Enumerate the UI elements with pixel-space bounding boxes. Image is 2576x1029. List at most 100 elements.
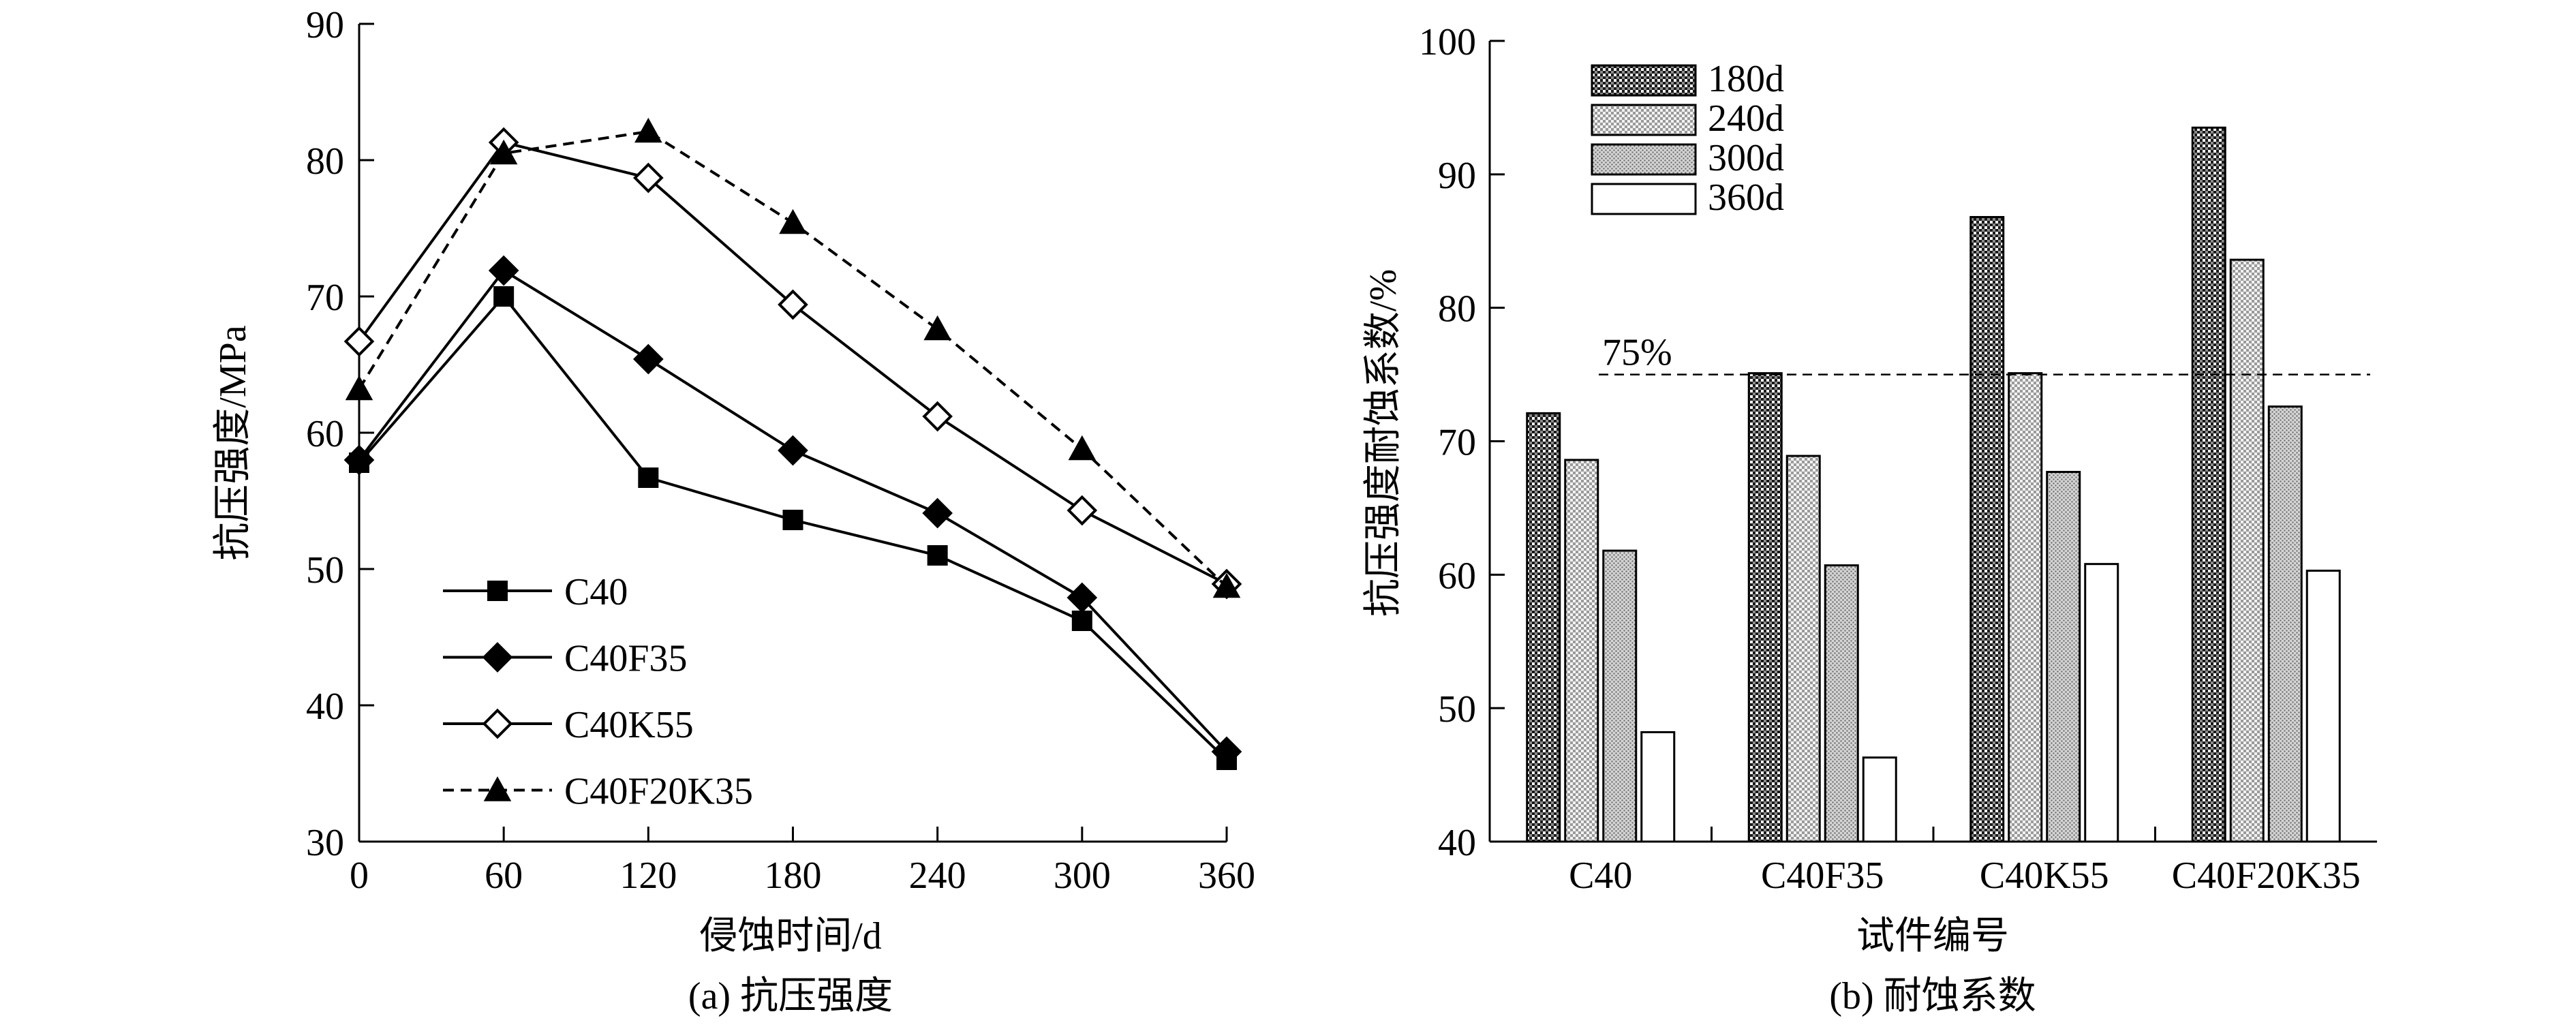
chart-b-y-ticks: 40 50 60 70 80 90 100 (1419, 21, 1505, 864)
bar-c40-300d (1602, 549, 1638, 843)
chart-a-y-tick-label-80: 80 (306, 140, 344, 183)
legend-swatch-180d (1591, 64, 1697, 97)
data-point-c40f35-0 (343, 444, 375, 476)
chart-a-x-tick-label-300: 300 (1054, 855, 1111, 897)
chart-a-x-axis-label: 侵蚀时间/d (699, 915, 882, 957)
bar-c40f20k35-180d (2191, 126, 2226, 843)
chart-b-y-tick-label-100: 100 (1419, 21, 1476, 63)
chart-a-y-tick-label-90: 90 (306, 4, 344, 46)
chart-a-y-tick-label-60: 60 (306, 413, 344, 455)
chart-a-legend: C40 C40F35 C40K55 C40F20K35 (443, 571, 753, 813)
bar-c40k55-360d (2084, 563, 2119, 843)
chart-a-y-tick-label-70: 70 (306, 277, 344, 319)
chart-b-y-tick-label-50: 50 (1438, 688, 1476, 731)
chart-b-x-tick-label-c40k55: C40K55 (1980, 855, 2109, 897)
bar-c40f20k35-300d (2267, 405, 2303, 843)
chart-b-y-tick-label-60: 60 (1438, 555, 1476, 597)
data-point-c40f20k35-240 (923, 315, 951, 341)
legend-label-c40f35: C40F35 (564, 638, 688, 680)
chart-b-y-tick-label-80: 80 (1438, 288, 1476, 331)
data-point-c40-180 (782, 510, 803, 530)
chart-b-y-tick-label-40: 40 (1438, 822, 1476, 864)
chart-b-x-tick-label-c40f35: C40F35 (1761, 855, 1884, 897)
chart-a-x-tick-label-240: 240 (909, 855, 966, 897)
chart-a-caption: (a) 抗压强度 (688, 975, 893, 1017)
bar-c40-240d (1564, 459, 1599, 843)
data-point-c40f35-360 (1211, 736, 1242, 767)
chart-b-x-ticks: C40 C40F35 C40K55 C40F20K35 (1569, 827, 2361, 897)
chart-b-x-tick-label-c40f20k35: C40F20K35 (2172, 855, 2361, 897)
series-c40 (349, 286, 1237, 770)
bar-c40f35-360d (1862, 756, 1897, 843)
chart-a-x-tick-label-120: 120 (619, 855, 677, 897)
chart-a-x-tick-label-180: 180 (765, 855, 822, 897)
bar-c40f20k35-240d (2229, 258, 2265, 843)
series-c40f35 (343, 255, 1242, 767)
chart-b-x-axis-label: 试件编号 (1856, 915, 2009, 957)
bar-c40f35-300d (1824, 564, 1859, 843)
data-point-c40f35-240 (922, 497, 953, 529)
bar-c40k55-180d (1969, 216, 2005, 843)
legend-marker-c40f20k35 (483, 776, 512, 801)
data-point-c40f20k35-120 (634, 117, 662, 143)
chart-b-caption: (b) 耐蚀系数 (1829, 975, 2036, 1017)
legend-label-300d: 300d (1708, 137, 1784, 179)
bar-c40k55-240d (2008, 372, 2043, 843)
chart-b-bars (1526, 126, 2341, 843)
chart-a-x-ticks: 0 60 120 180 240 300 360 (350, 827, 1255, 897)
legend-swatch-240d (1591, 104, 1697, 136)
chart-b-y-axis-label: 抗压强度耐蚀系数/% (1362, 269, 1405, 617)
data-point-c40k55-0 (343, 326, 375, 357)
chart-a-y-ticks: 30 40 50 60 70 80 90 (306, 4, 374, 864)
data-point-c40-300 (1071, 611, 1092, 631)
chart-a-x-tick-label-360: 360 (1198, 855, 1255, 897)
data-point-c40f35-300 (1067, 582, 1098, 613)
chart-a-x-tick-label-0: 0 (350, 855, 369, 897)
bar-c40k55-300d (2046, 471, 2081, 843)
chart-a-y-axis-label: 抗压强度/MPa (212, 325, 254, 560)
legend-label-180d: 180d (1708, 58, 1784, 100)
legend-swatch-360d (1591, 183, 1697, 215)
legend-label-c40k55: C40K55 (564, 704, 694, 746)
legend-label-c40f20k35: C40F20K35 (564, 771, 753, 813)
chart-a-x-tick-label-60: 60 (485, 855, 523, 897)
chart-b-x-tick-label-c40: C40 (1569, 855, 1632, 897)
data-point-c40f20k35-60 (489, 139, 518, 165)
data-point-c40k55-240 (922, 401, 953, 432)
legend-marker-c40k55 (482, 708, 513, 739)
bar-c40f35-240d (1785, 455, 1821, 843)
data-point-c40k55-180 (778, 289, 808, 320)
chart-b-y-tick-label-70: 70 (1438, 422, 1476, 464)
data-point-c40-120 (638, 467, 659, 488)
legend-marker-c40 (487, 581, 508, 601)
chart-a-series (343, 117, 1242, 770)
legend-swatch-300d (1591, 143, 1697, 176)
data-point-c40f35-180 (778, 435, 808, 466)
chart-a-y-tick-label-50: 50 (306, 549, 344, 592)
data-point-c40f35-120 (633, 343, 664, 375)
legend-label-240d: 240d (1708, 97, 1784, 140)
legend-label-c40: C40 (564, 571, 628, 613)
bar-c40f35-180d (1747, 372, 1783, 843)
data-point-c40f20k35-0 (345, 375, 373, 401)
series-c40f20k35 (345, 117, 1241, 598)
data-point-c40-240 (927, 545, 948, 566)
reference-line-label: 75% (1602, 332, 1672, 374)
data-point-c40f35-60 (488, 255, 519, 286)
bar-c40-180d (1526, 412, 1561, 843)
chart-b-reference-line: 75% (1599, 332, 2370, 375)
chart-a-y-tick-label-40: 40 (306, 686, 344, 728)
bar-c40-360d (1640, 731, 1676, 843)
data-point-c40-60 (493, 286, 515, 307)
legend-marker-c40f35 (482, 642, 513, 673)
bar-c40f20k35-360d (2305, 569, 2341, 843)
data-point-c40f20k35-180 (779, 209, 807, 234)
chart-b-y-tick-label-90: 90 (1438, 155, 1476, 197)
chart-a-y-tick-label-30: 30 (306, 822, 344, 864)
legend-label-360d: 360d (1708, 176, 1784, 219)
chart-b: 40 50 60 70 80 90 100 C40 C40F35 C40K55 C40F20K35… (1362, 21, 2377, 1017)
